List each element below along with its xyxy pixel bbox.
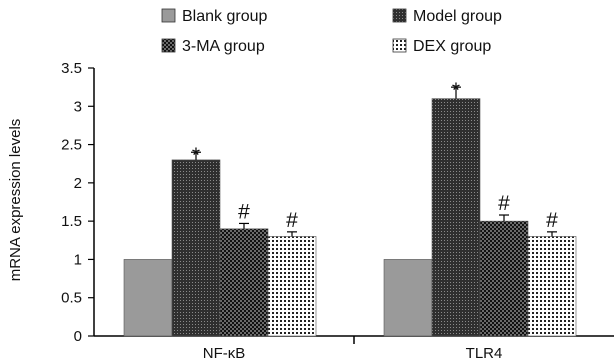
y-tick-label: 3	[74, 98, 82, 115]
legend-label: DEX group	[413, 38, 491, 55]
y-tick-label: 0.5	[61, 290, 82, 307]
bar-3-ma-group-1	[479, 220, 529, 337]
legend-swatch	[161, 8, 176, 23]
legend-swatch	[392, 38, 407, 53]
bar-model-group-1	[431, 98, 481, 337]
x-category-label: NF-κB	[203, 345, 246, 362]
bar-3-ma-group-0	[219, 228, 269, 337]
legend-label: Model group	[413, 8, 502, 25]
y-tick-label: 2.5	[61, 137, 82, 154]
significance-mark: *	[192, 144, 200, 167]
y-tick-label: 3.5	[61, 60, 82, 77]
bar-model-group-0	[171, 159, 221, 337]
y-tick-label: 2	[74, 175, 82, 192]
bar-blank-group-0	[123, 259, 173, 337]
bars: * # # * # #	[123, 79, 577, 337]
bar-dex-group-1	[527, 236, 577, 337]
legend-swatch	[392, 8, 407, 23]
legend: Blank group Model group 3-MA group DEX grou…	[161, 8, 502, 55]
x-category-label: TLR4	[466, 345, 503, 362]
legend-label: Blank group	[182, 8, 267, 25]
y-tick-label: 1.5	[61, 213, 82, 230]
significance-mark: #	[498, 192, 510, 215]
y-tick-label: 0	[74, 328, 82, 345]
significance-mark: #	[238, 200, 250, 223]
significance-mark: #	[546, 209, 558, 232]
bar-dex-group-0	[267, 236, 317, 337]
significance-mark: #	[286, 209, 298, 232]
legend-swatch	[161, 38, 176, 53]
y-axis-label: mRNA expression levels	[7, 119, 24, 282]
legend-label: 3-MA group	[182, 38, 265, 55]
y-tick-label: 1	[74, 251, 82, 268]
bar-blank-group-1	[383, 259, 433, 337]
significance-mark: *	[452, 79, 460, 102]
